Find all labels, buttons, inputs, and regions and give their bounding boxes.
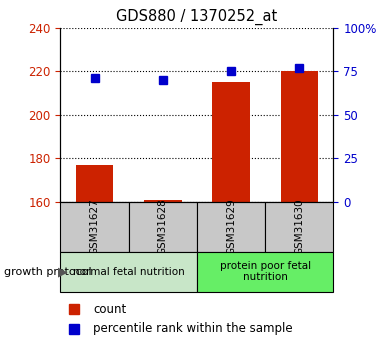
Bar	[60, 202, 129, 252]
Bar	[212, 82, 250, 202]
Text: percentile rank within the sample: percentile rank within the sample	[93, 323, 293, 335]
Text: GSM31627: GSM31627	[90, 198, 99, 255]
Bar	[265, 202, 333, 252]
Bar	[197, 252, 333, 292]
Text: GSM31628: GSM31628	[158, 198, 168, 255]
Text: protein poor fetal
nutrition: protein poor fetal nutrition	[220, 261, 311, 283]
Text: GSM31630: GSM31630	[294, 198, 304, 255]
Text: count: count	[93, 303, 126, 316]
Text: normal fetal nutrition: normal fetal nutrition	[73, 267, 184, 277]
Bar	[60, 252, 197, 292]
Title: GDS880 / 1370252_at: GDS880 / 1370252_at	[116, 9, 278, 25]
Text: ▶: ▶	[58, 265, 67, 278]
Text: growth protocol: growth protocol	[4, 267, 92, 276]
Bar	[144, 200, 182, 202]
Bar	[280, 71, 318, 202]
Bar	[129, 202, 197, 252]
Bar	[76, 165, 113, 202]
Text: GSM31629: GSM31629	[226, 198, 236, 255]
Bar	[197, 202, 265, 252]
